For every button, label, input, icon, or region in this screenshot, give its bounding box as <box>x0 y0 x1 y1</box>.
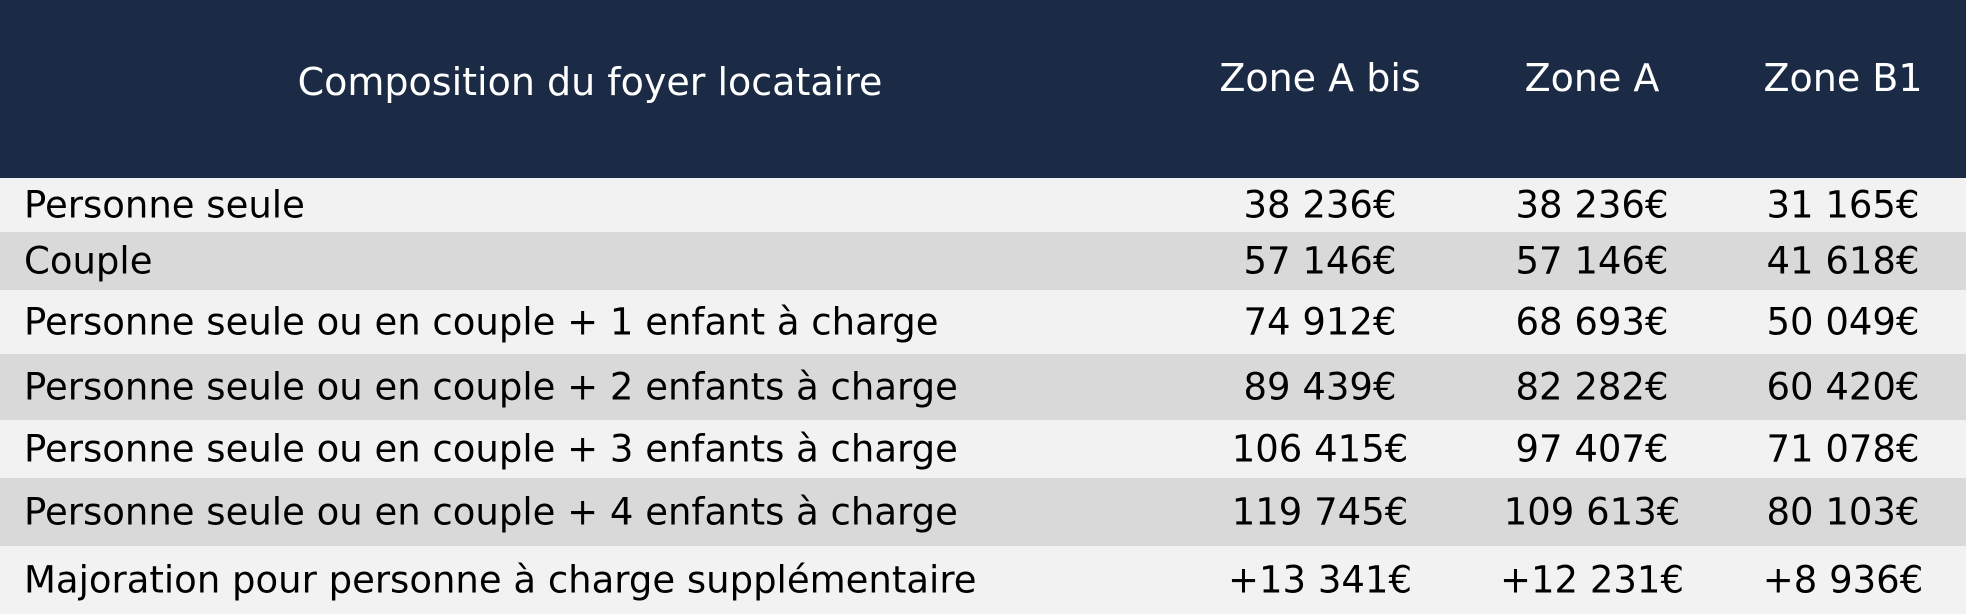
income-cap: +13 341€ <box>1227 558 1413 602</box>
table-row: Personne seule ou en couple + 1 enfant à… <box>0 290 1966 354</box>
table-row: Personne seule 38 236€ 38 236€ 31 165€ <box>0 178 1966 232</box>
row-label: Majoration pour personne à charge supplé… <box>24 558 977 602</box>
income-cap: 38 236€ <box>1243 183 1397 227</box>
column-header: Zone A <box>1524 56 1660 100</box>
income-cap: 97 407€ <box>1515 427 1669 471</box>
income-cap: 71 078€ <box>1766 427 1920 471</box>
column-header: Zone A bis <box>1219 56 1421 100</box>
column-header: Zone B1 <box>1763 56 1923 100</box>
table-header: Composition du foyer locataire Zone A bis… <box>0 0 1966 178</box>
row-label: Personne seule ou en couple + 2 enfants … <box>24 365 958 409</box>
row-label: Personne seule <box>24 183 305 227</box>
income-cap: 74 912€ <box>1243 300 1397 344</box>
income-cap: 119 745€ <box>1231 490 1409 534</box>
table-row: Personne seule ou en couple + 4 enfants … <box>0 478 1966 546</box>
row-label: Couple <box>24 239 153 283</box>
column-header: Composition du foyer locataire <box>297 60 883 104</box>
table-row: Personne seule ou en couple + 2 enfants … <box>0 354 1966 420</box>
income-cap: 38 236€ <box>1515 183 1669 227</box>
income-cap: 106 415€ <box>1231 427 1409 471</box>
income-cap: 68 693€ <box>1515 300 1669 344</box>
income-cap: 50 049€ <box>1766 300 1920 344</box>
table-row: Couple 57 146€ 57 146€ 41 618€ <box>0 232 1966 290</box>
income-cap: 60 420€ <box>1766 365 1920 409</box>
row-label: Personne seule ou en couple + 1 enfant à… <box>24 300 939 344</box>
table-row: Majoration pour personne à charge supplé… <box>0 546 1966 614</box>
income-cap: 57 146€ <box>1243 239 1397 283</box>
income-cap: 41 618€ <box>1766 239 1920 283</box>
income-cap: +8 936€ <box>1762 558 1924 602</box>
income-cap: 82 282€ <box>1515 365 1669 409</box>
income-cap: 109 613€ <box>1503 490 1681 534</box>
income-cap: 89 439€ <box>1243 365 1397 409</box>
row-label: Personne seule ou en couple + 3 enfants … <box>24 427 958 471</box>
income-cap: 31 165€ <box>1766 183 1920 227</box>
table-row: Personne seule ou en couple + 3 enfants … <box>0 420 1966 478</box>
income-cap: +12 231€ <box>1499 558 1685 602</box>
income-cap: 80 103€ <box>1766 490 1920 534</box>
income-cap: 57 146€ <box>1515 239 1669 283</box>
row-label: Personne seule ou en couple + 4 enfants … <box>24 490 958 534</box>
